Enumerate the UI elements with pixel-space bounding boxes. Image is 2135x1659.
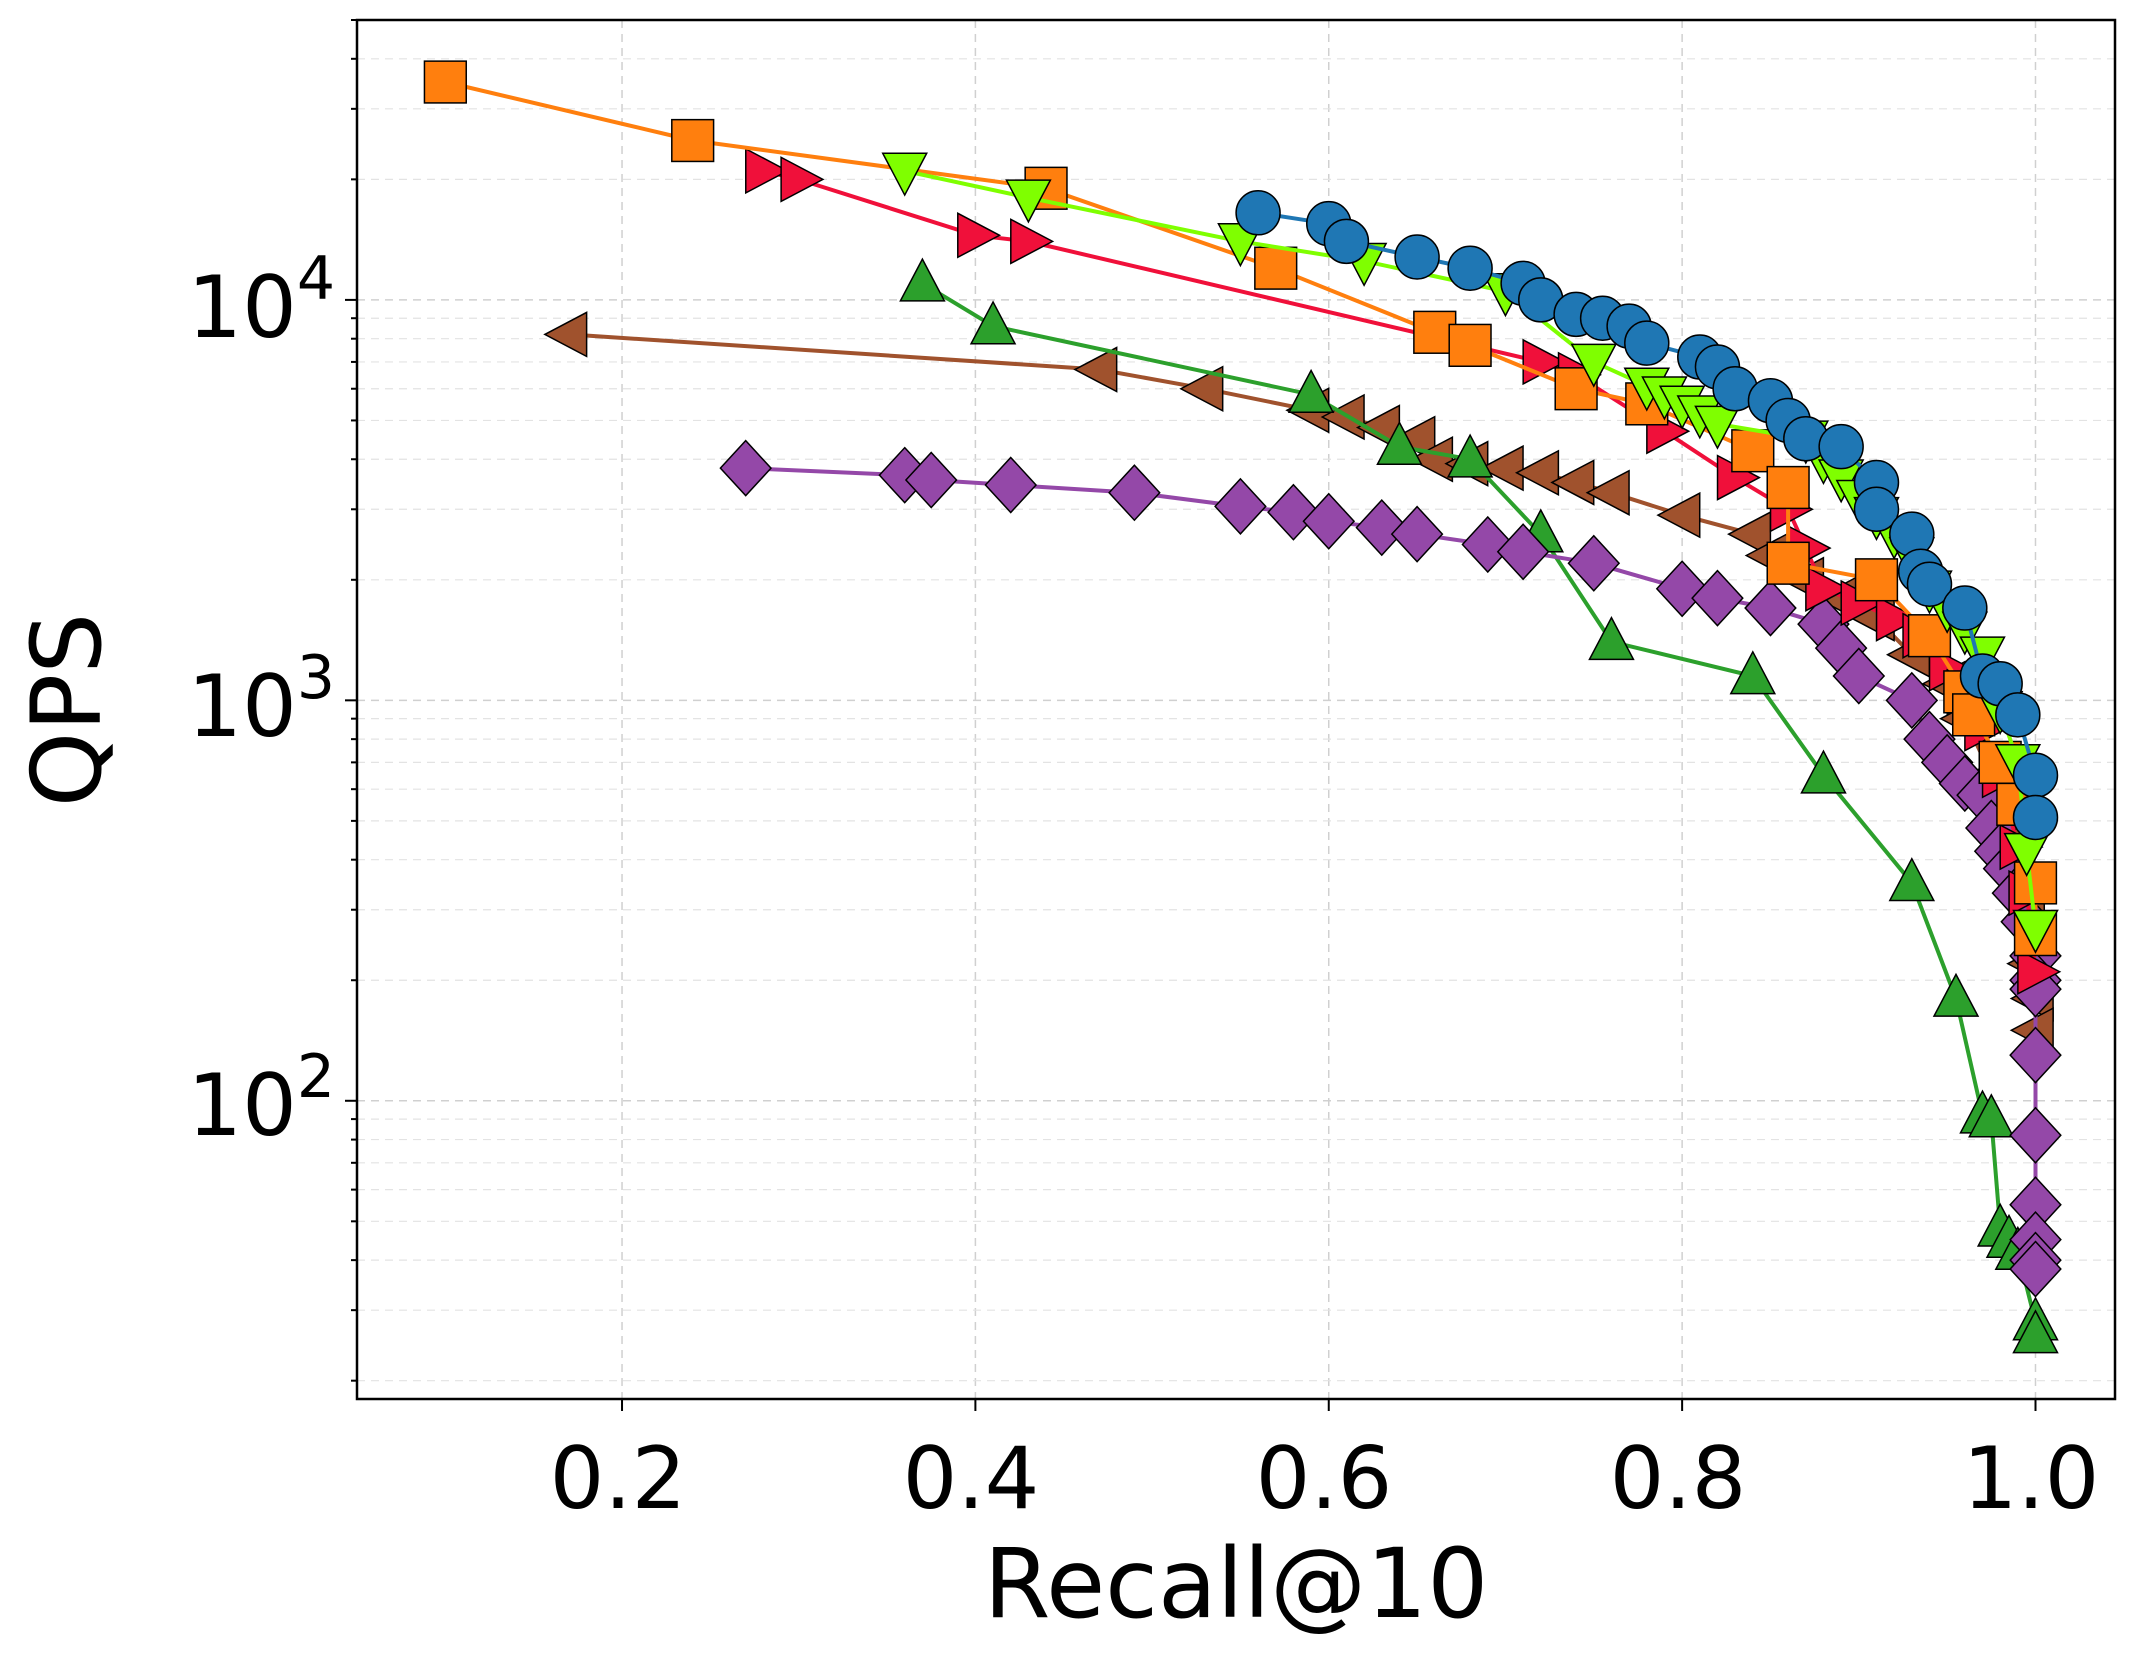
data-point <box>671 118 715 163</box>
data-point <box>1376 420 1423 466</box>
y-tick-label: 104 <box>187 244 335 358</box>
x-tick-label: 0.4 <box>903 1429 1040 1529</box>
series-orange-square <box>423 60 2058 957</box>
data-point <box>1355 498 1409 557</box>
data-point <box>1968 1093 2015 1138</box>
data-point <box>1302 492 1356 550</box>
data-point <box>780 156 825 203</box>
data-point <box>1766 465 1810 510</box>
data-point <box>2013 861 2058 905</box>
data-point <box>1214 477 1267 536</box>
data-point <box>1888 857 1936 902</box>
data-point <box>1496 523 1550 581</box>
data-point <box>1942 585 1988 631</box>
data-point <box>1656 491 1701 539</box>
data-point <box>1005 179 1052 224</box>
data-point <box>1585 469 1630 516</box>
data-point <box>745 147 790 195</box>
data-point <box>1108 464 1161 522</box>
data-point <box>1853 486 1900 533</box>
data-point <box>2012 794 2059 841</box>
data-point <box>1691 569 1744 627</box>
data-point <box>1267 483 1320 541</box>
data-point <box>1287 368 1335 413</box>
data-point <box>1805 565 1850 612</box>
data-point <box>1408 436 1454 483</box>
data-point <box>423 60 467 104</box>
data-point <box>1907 614 1952 658</box>
data-point <box>1514 449 1560 497</box>
y-tick-label: 103 <box>187 643 335 757</box>
data-point <box>2012 1309 2059 1354</box>
data-point <box>1390 505 1444 563</box>
data-point <box>1655 560 1709 618</box>
data-point <box>984 456 1038 514</box>
data-point <box>1446 433 1494 478</box>
data-point <box>1448 323 1492 368</box>
data-point <box>1875 595 1920 642</box>
data-point <box>2012 752 2059 799</box>
data-point <box>1729 650 1777 695</box>
data-point <box>2012 909 2059 954</box>
data-point <box>1479 444 1524 492</box>
x-tick-label: 1.0 <box>1963 1429 2100 1529</box>
data-point <box>1854 558 1899 602</box>
ticks <box>345 19 2037 1411</box>
data-point <box>1567 534 1621 592</box>
data-point <box>1832 647 1886 705</box>
data-point <box>1570 343 1618 388</box>
data-point <box>1073 346 1118 393</box>
data-point <box>2017 948 2062 995</box>
series-line <box>921 281 2038 1335</box>
data-point <box>1624 320 1670 366</box>
data-point <box>1726 510 1772 558</box>
data-point <box>719 439 773 497</box>
data-point <box>1818 423 1864 470</box>
data-point <box>899 257 946 302</box>
plot-frame <box>355 18 2117 1401</box>
data-point <box>1010 218 1055 265</box>
data-point <box>1320 393 1365 441</box>
data-point <box>1995 692 2041 738</box>
data-point <box>543 311 588 358</box>
data-point <box>2009 1106 2062 1164</box>
series-purple-diamond <box>719 439 2062 1298</box>
series-blue-circle <box>1235 190 2059 841</box>
data-point <box>1254 246 1298 290</box>
x-axis-label: Recall@10 <box>984 1528 1489 1640</box>
data-point <box>1588 616 1635 661</box>
x-tick-labels: 0.2 0.4 0.6 0.8 1.0 <box>550 1429 2100 1529</box>
series-line <box>762 168 2038 973</box>
x-tick-label: 0.6 <box>1256 1429 1393 1529</box>
y-tick-labels: 102 103 104 <box>187 244 335 1156</box>
data-point <box>1323 218 1370 265</box>
data-point <box>1235 190 1281 236</box>
data-point <box>2009 1026 2062 1084</box>
data-point <box>1550 459 1595 506</box>
data-point <box>1179 365 1224 412</box>
data-point <box>1906 561 1953 607</box>
y-axis-label: QPS <box>11 613 123 807</box>
x-tick-label: 0.2 <box>550 1429 687 1529</box>
data-point <box>2009 1240 2062 1298</box>
data-point <box>904 451 958 509</box>
data-point <box>1694 405 1741 450</box>
data-point <box>1744 579 1797 637</box>
series-layer <box>423 60 2062 1354</box>
data-point <box>1800 749 1847 794</box>
data-point <box>1885 671 1939 729</box>
data-point <box>1461 515 1515 574</box>
data-point <box>969 300 1017 345</box>
data-point <box>1394 234 1440 280</box>
series-green-up-triangle <box>899 257 2059 1354</box>
y-tick-label: 102 <box>187 1042 335 1156</box>
data-point <box>1731 429 1775 473</box>
data-point <box>1447 245 1493 291</box>
data-point <box>1766 541 1810 585</box>
x-tick-label: 0.8 <box>1610 1429 1747 1529</box>
data-point <box>881 152 928 197</box>
data-point <box>1932 972 1980 1017</box>
data-point <box>957 212 1002 259</box>
